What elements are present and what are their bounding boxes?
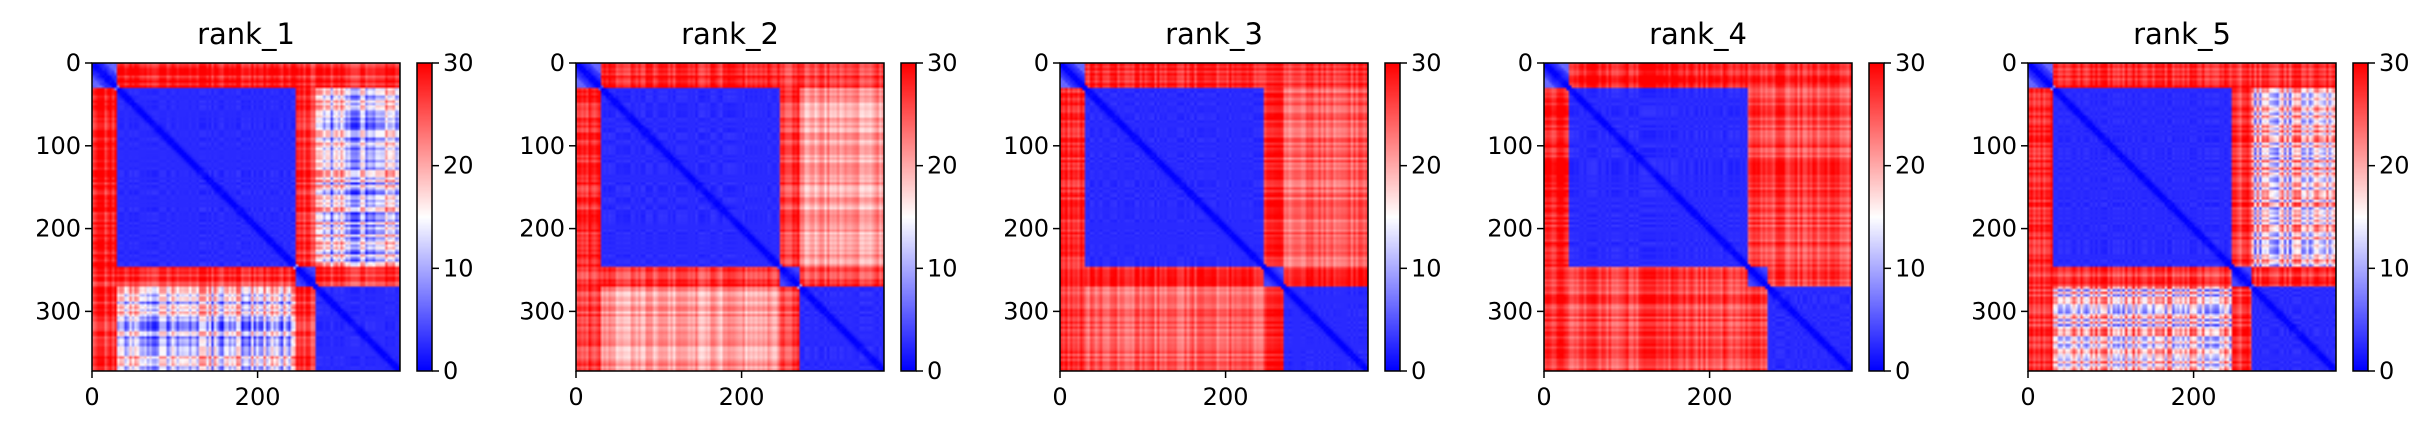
heatmap-panel: rank_4 0 100 200 300 0 200 0 10 20 30 xyxy=(1487,17,1925,411)
heatmap-frame xyxy=(1059,62,1369,372)
colorbar-tick-label: 10 xyxy=(443,254,474,282)
colorbar-tick-label: 20 xyxy=(1411,152,1442,180)
colorbar-gradient xyxy=(1385,63,1400,371)
colorbar-tick-label: 0 xyxy=(927,357,942,385)
y-tick-label: 100 xyxy=(519,132,565,160)
y-tick-label: 0 xyxy=(2002,49,2017,77)
y-tick-label: 300 xyxy=(1971,297,2017,325)
y-tick-label: 0 xyxy=(1518,49,1533,77)
panel-title: rank_2 xyxy=(681,17,779,51)
y-tick-label: 100 xyxy=(1487,132,1533,160)
y-tick-label: 200 xyxy=(519,215,565,243)
x-tick-label: 200 xyxy=(719,383,765,411)
colorbar-tick-label: 10 xyxy=(1895,254,1926,282)
heatmap-frame xyxy=(1543,62,1853,372)
heatmap-image xyxy=(1544,63,1852,371)
colorbar-frame xyxy=(900,62,917,372)
y-tick-label: 0 xyxy=(66,49,81,77)
colorbar-tick-label: 20 xyxy=(927,152,958,180)
panel-title: rank_5 xyxy=(2133,17,2231,51)
heatmap-panel: rank_2 0 100 200 300 0 200 0 10 20 30 xyxy=(519,17,957,411)
colorbar-tick-label: 20 xyxy=(2379,152,2410,180)
x-tick-label: 200 xyxy=(1687,383,1733,411)
colorbar-tick-label: 0 xyxy=(443,357,458,385)
colorbar-gradient xyxy=(1869,63,1884,371)
colorbar-tick-label: 20 xyxy=(1895,152,1926,180)
colorbar-tick-label: 0 xyxy=(1895,357,1910,385)
heatmap-panel: rank_3 0 100 200 300 0 200 0 10 20 30 xyxy=(1003,17,1441,411)
y-tick-label: 100 xyxy=(35,132,81,160)
y-tick-label: 300 xyxy=(519,297,565,325)
x-tick-label: 0 xyxy=(1052,383,1067,411)
x-tick-label: 200 xyxy=(235,383,281,411)
colorbar-tick-label: 30 xyxy=(2379,49,2410,77)
colorbar-gradient xyxy=(2353,63,2368,371)
heatmap-image xyxy=(2028,63,2336,371)
colorbar-frame xyxy=(1868,62,1885,372)
heatmap-image xyxy=(92,63,400,371)
y-tick-label: 200 xyxy=(35,215,81,243)
colorbar-frame xyxy=(416,62,433,372)
panel-title: rank_3 xyxy=(1165,17,1263,51)
y-tick-label: 200 xyxy=(1003,215,1049,243)
colorbar-frame xyxy=(1384,62,1401,372)
x-tick-label: 0 xyxy=(84,383,99,411)
panel-title: rank_4 xyxy=(1649,17,1747,51)
y-tick-label: 300 xyxy=(1487,297,1533,325)
heatmap-frame xyxy=(91,62,401,372)
y-tick-label: 300 xyxy=(1003,297,1049,325)
heatmap-panel: rank_5 0 100 200 300 0 200 0 10 20 30 xyxy=(1971,17,2409,411)
colorbar-tick-label: 0 xyxy=(1411,357,1426,385)
heatmap-frame xyxy=(2027,62,2337,372)
colorbar-tick-label: 30 xyxy=(927,49,958,77)
x-tick-label: 200 xyxy=(2171,383,2217,411)
colorbar-tick-label: 30 xyxy=(1895,49,1926,77)
y-tick-label: 100 xyxy=(1003,132,1049,160)
colorbar-tick-label: 30 xyxy=(443,49,474,77)
colorbar-tick-label: 10 xyxy=(1411,254,1442,282)
y-tick-label: 200 xyxy=(1971,215,2017,243)
heatmap-frame xyxy=(575,62,885,372)
colorbar-frame xyxy=(2352,62,2369,372)
colorbar-tick-label: 20 xyxy=(443,152,474,180)
y-tick-label: 100 xyxy=(1971,132,2017,160)
colorbar-tick-label: 10 xyxy=(2379,254,2410,282)
colorbar-tick-label: 10 xyxy=(927,254,958,282)
x-tick-label: 0 xyxy=(1536,383,1551,411)
colorbar-gradient xyxy=(417,63,432,371)
y-tick-label: 300 xyxy=(35,297,81,325)
heatmap-image xyxy=(1060,63,1368,371)
x-tick-label: 0 xyxy=(2020,383,2035,411)
x-tick-label: 0 xyxy=(568,383,583,411)
panel-title: rank_1 xyxy=(197,17,295,51)
colorbar-gradient xyxy=(901,63,916,371)
colorbar-tick-label: 30 xyxy=(1411,49,1442,77)
x-tick-label: 200 xyxy=(1203,383,1249,411)
colorbar-tick-label: 0 xyxy=(2379,357,2394,385)
y-tick-label: 0 xyxy=(1034,49,1049,77)
heatmap-image xyxy=(576,63,884,371)
y-tick-label: 0 xyxy=(550,49,565,77)
y-tick-label: 200 xyxy=(1487,215,1533,243)
heatmap-panel: rank_1 0 100 200 300 0 200 0 10 20 30 xyxy=(35,17,473,411)
